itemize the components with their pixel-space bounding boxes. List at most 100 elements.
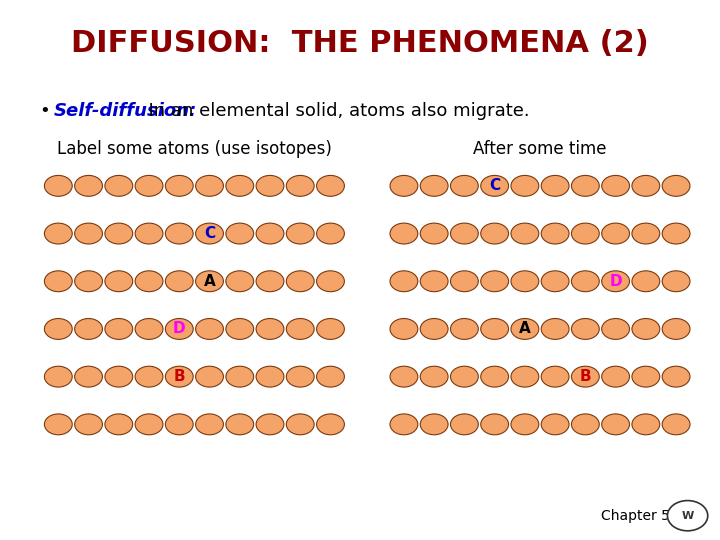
- Circle shape: [572, 271, 599, 292]
- Circle shape: [226, 319, 253, 339]
- Circle shape: [602, 366, 629, 387]
- Circle shape: [481, 319, 508, 339]
- Circle shape: [632, 366, 660, 387]
- Circle shape: [317, 414, 344, 435]
- Circle shape: [390, 176, 418, 196]
- Circle shape: [572, 414, 599, 435]
- Circle shape: [196, 366, 223, 387]
- Circle shape: [632, 271, 660, 292]
- Circle shape: [166, 176, 193, 196]
- Circle shape: [662, 366, 690, 387]
- Text: A: A: [519, 321, 531, 336]
- Circle shape: [45, 414, 72, 435]
- Circle shape: [662, 271, 690, 292]
- Circle shape: [451, 176, 478, 196]
- Circle shape: [667, 501, 708, 531]
- Circle shape: [632, 414, 660, 435]
- Circle shape: [317, 176, 344, 196]
- Text: •: •: [40, 102, 50, 120]
- Circle shape: [287, 271, 314, 292]
- Circle shape: [420, 223, 448, 244]
- Circle shape: [196, 271, 223, 292]
- Circle shape: [196, 414, 223, 435]
- Circle shape: [572, 223, 599, 244]
- Circle shape: [287, 176, 314, 196]
- Circle shape: [135, 414, 163, 435]
- Circle shape: [287, 223, 314, 244]
- Circle shape: [481, 414, 508, 435]
- Circle shape: [420, 366, 448, 387]
- Circle shape: [317, 271, 344, 292]
- Text: Label some atoms (use isotopes): Label some atoms (use isotopes): [57, 139, 332, 158]
- Circle shape: [541, 223, 569, 244]
- Circle shape: [451, 271, 478, 292]
- Circle shape: [287, 414, 314, 435]
- Text: D: D: [173, 321, 186, 336]
- Circle shape: [541, 319, 569, 339]
- Circle shape: [287, 319, 314, 339]
- Circle shape: [390, 271, 418, 292]
- Circle shape: [602, 271, 629, 292]
- Circle shape: [45, 319, 72, 339]
- Circle shape: [511, 223, 539, 244]
- Text: W: W: [681, 511, 694, 521]
- Circle shape: [166, 366, 193, 387]
- Circle shape: [166, 414, 193, 435]
- Circle shape: [256, 223, 284, 244]
- Circle shape: [541, 271, 569, 292]
- Circle shape: [256, 176, 284, 196]
- Circle shape: [135, 366, 163, 387]
- Circle shape: [541, 176, 569, 196]
- Circle shape: [390, 319, 418, 339]
- Text: After some time: After some time: [473, 139, 607, 158]
- Circle shape: [45, 223, 72, 244]
- Circle shape: [196, 176, 223, 196]
- Circle shape: [166, 223, 193, 244]
- Circle shape: [662, 319, 690, 339]
- Circle shape: [45, 176, 72, 196]
- Circle shape: [602, 414, 629, 435]
- Text: D: D: [609, 274, 622, 289]
- Circle shape: [662, 223, 690, 244]
- Circle shape: [75, 271, 102, 292]
- Circle shape: [451, 223, 478, 244]
- Text: In an elemental solid, atoms also migrate.: In an elemental solid, atoms also migrat…: [137, 102, 529, 120]
- Circle shape: [105, 366, 132, 387]
- Circle shape: [632, 176, 660, 196]
- Circle shape: [226, 366, 253, 387]
- Circle shape: [317, 223, 344, 244]
- Circle shape: [420, 319, 448, 339]
- Circle shape: [420, 414, 448, 435]
- Circle shape: [75, 366, 102, 387]
- Circle shape: [511, 414, 539, 435]
- Circle shape: [226, 223, 253, 244]
- Circle shape: [226, 414, 253, 435]
- Text: A: A: [204, 274, 215, 289]
- Circle shape: [105, 319, 132, 339]
- Circle shape: [390, 366, 418, 387]
- Circle shape: [602, 176, 629, 196]
- Circle shape: [572, 319, 599, 339]
- Text: Chapter 5-  4: Chapter 5- 4: [601, 509, 693, 523]
- Circle shape: [632, 223, 660, 244]
- Circle shape: [390, 223, 418, 244]
- Circle shape: [541, 414, 569, 435]
- Circle shape: [135, 271, 163, 292]
- Circle shape: [632, 319, 660, 339]
- Circle shape: [451, 319, 478, 339]
- Circle shape: [662, 414, 690, 435]
- Circle shape: [511, 319, 539, 339]
- Circle shape: [481, 176, 508, 196]
- Circle shape: [511, 271, 539, 292]
- Circle shape: [135, 176, 163, 196]
- Circle shape: [420, 176, 448, 196]
- Text: B: B: [580, 369, 591, 384]
- Circle shape: [602, 319, 629, 339]
- Circle shape: [105, 176, 132, 196]
- Text: Self-diffusion:: Self-diffusion:: [54, 102, 197, 120]
- Circle shape: [75, 414, 102, 435]
- Circle shape: [45, 271, 72, 292]
- Circle shape: [135, 319, 163, 339]
- Circle shape: [166, 271, 193, 292]
- Circle shape: [135, 223, 163, 244]
